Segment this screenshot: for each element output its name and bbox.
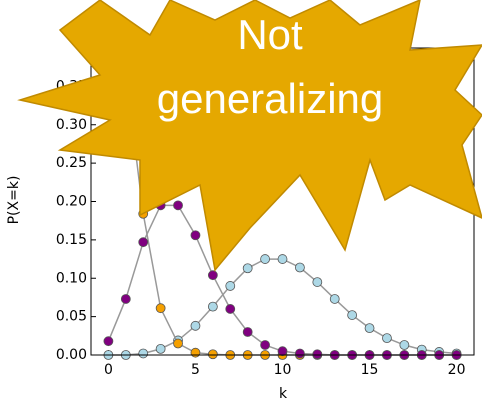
data-point	[139, 349, 148, 358]
chart: 0.000.050.100.150.200.250.300.3505101520…	[0, 0, 482, 409]
data-point	[400, 341, 409, 350]
data-point	[191, 231, 200, 240]
data-point	[313, 350, 322, 359]
data-point	[208, 350, 217, 359]
data-point	[295, 263, 304, 272]
data-point	[278, 347, 287, 356]
data-point	[208, 271, 217, 280]
data-point	[174, 201, 183, 210]
x-axis-label: k	[279, 386, 288, 402]
data-point	[226, 304, 235, 313]
x-tick-label: 20	[448, 362, 466, 378]
x-tick-label: 10	[274, 362, 292, 378]
series-line	[108, 205, 456, 355]
data-point	[261, 341, 270, 350]
y-tick-label: 0.30	[56, 117, 87, 133]
data-point	[191, 321, 200, 330]
annotation: Not	[237, 11, 303, 58]
data-point	[191, 348, 200, 357]
data-point	[261, 255, 270, 264]
y-tick-label: 0.15	[56, 232, 87, 248]
data-point	[243, 264, 252, 273]
data-point	[208, 302, 217, 311]
y-tick-label: 0.00	[56, 347, 87, 363]
x-tick-label: 0	[104, 362, 113, 378]
data-point	[156, 304, 165, 313]
y-axis-label: P(X=k)	[6, 176, 22, 225]
data-point	[139, 238, 148, 247]
data-point	[278, 255, 287, 264]
data-point	[121, 294, 130, 303]
x-tick-label: 5	[191, 362, 200, 378]
data-point	[365, 324, 374, 333]
data-point	[382, 334, 391, 343]
page: 0.000.050.100.150.200.250.300.3505101520…	[0, 0, 482, 409]
data-point	[295, 349, 304, 358]
data-point	[243, 327, 252, 336]
data-point	[156, 344, 165, 353]
data-point	[174, 339, 183, 348]
annotation: generalizing	[157, 75, 384, 122]
x-tick-label: 15	[361, 362, 379, 378]
y-tick-label: 0.05	[56, 309, 87, 325]
y-tick-label: 0.20	[56, 194, 87, 210]
data-point	[226, 281, 235, 290]
y-tick-label: 0.25	[56, 155, 87, 171]
data-point	[313, 278, 322, 287]
data-point	[330, 294, 339, 303]
y-tick-label: 0.10	[56, 270, 87, 286]
data-point	[104, 337, 113, 346]
data-point	[348, 311, 357, 320]
